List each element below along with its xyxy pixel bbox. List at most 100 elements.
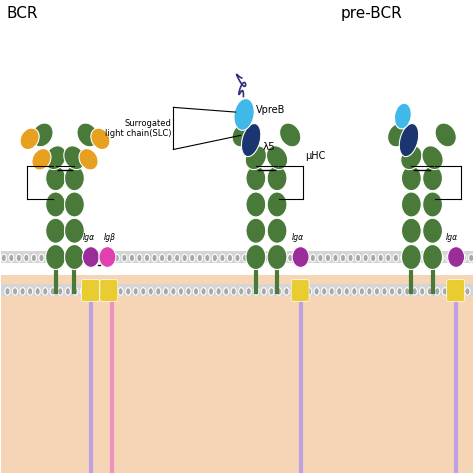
Ellipse shape xyxy=(114,254,119,262)
Ellipse shape xyxy=(246,192,266,217)
Ellipse shape xyxy=(321,288,327,295)
FancyBboxPatch shape xyxy=(82,280,100,301)
Ellipse shape xyxy=(80,288,85,295)
Ellipse shape xyxy=(46,192,65,217)
Ellipse shape xyxy=(325,254,330,262)
Ellipse shape xyxy=(401,146,422,170)
Ellipse shape xyxy=(269,288,274,295)
Ellipse shape xyxy=(64,192,84,217)
Text: λ5: λ5 xyxy=(263,142,276,152)
Ellipse shape xyxy=(273,254,278,262)
Ellipse shape xyxy=(46,218,65,243)
Text: VpreB: VpreB xyxy=(256,105,285,115)
Ellipse shape xyxy=(423,245,442,270)
Text: Igα: Igα xyxy=(292,233,304,242)
Ellipse shape xyxy=(408,254,413,262)
Ellipse shape xyxy=(318,254,323,262)
Ellipse shape xyxy=(193,288,199,295)
Bar xyxy=(1,284,473,296)
Ellipse shape xyxy=(292,246,309,267)
Ellipse shape xyxy=(295,254,301,262)
Ellipse shape xyxy=(148,288,154,295)
Ellipse shape xyxy=(178,288,183,295)
Ellipse shape xyxy=(246,166,266,191)
Ellipse shape xyxy=(399,124,419,156)
Ellipse shape xyxy=(280,254,285,262)
Ellipse shape xyxy=(390,288,395,295)
Ellipse shape xyxy=(288,254,293,262)
Bar xyxy=(1,251,473,263)
Ellipse shape xyxy=(197,254,202,262)
Ellipse shape xyxy=(238,288,244,295)
Ellipse shape xyxy=(450,288,455,295)
Ellipse shape xyxy=(442,288,447,295)
Ellipse shape xyxy=(171,288,176,295)
Ellipse shape xyxy=(401,166,421,191)
Ellipse shape xyxy=(99,246,116,267)
Ellipse shape xyxy=(32,148,51,170)
Ellipse shape xyxy=(69,254,74,262)
Ellipse shape xyxy=(241,124,261,156)
Ellipse shape xyxy=(359,288,365,295)
Ellipse shape xyxy=(228,254,233,262)
Text: Igβ: Igβ xyxy=(104,233,116,242)
Ellipse shape xyxy=(46,245,65,270)
Ellipse shape xyxy=(435,288,440,295)
Ellipse shape xyxy=(423,254,428,262)
Ellipse shape xyxy=(292,288,297,295)
Ellipse shape xyxy=(54,254,59,262)
Ellipse shape xyxy=(167,254,172,262)
Ellipse shape xyxy=(457,288,463,295)
Ellipse shape xyxy=(412,288,417,295)
Ellipse shape xyxy=(43,288,48,295)
Ellipse shape xyxy=(235,254,240,262)
Ellipse shape xyxy=(367,288,372,295)
Ellipse shape xyxy=(344,288,349,295)
Ellipse shape xyxy=(16,254,21,262)
FancyBboxPatch shape xyxy=(100,280,118,301)
Ellipse shape xyxy=(1,254,6,262)
FancyBboxPatch shape xyxy=(291,280,309,301)
Ellipse shape xyxy=(129,254,135,262)
Ellipse shape xyxy=(234,99,254,130)
Ellipse shape xyxy=(329,288,334,295)
Ellipse shape xyxy=(65,288,71,295)
Ellipse shape xyxy=(245,146,266,170)
Ellipse shape xyxy=(303,254,308,262)
Ellipse shape xyxy=(416,254,421,262)
Ellipse shape xyxy=(64,166,84,191)
Ellipse shape xyxy=(419,288,425,295)
Ellipse shape xyxy=(46,254,52,262)
Text: Igα: Igα xyxy=(82,233,95,242)
Ellipse shape xyxy=(465,288,470,295)
Ellipse shape xyxy=(159,254,164,262)
Ellipse shape xyxy=(103,288,108,295)
Ellipse shape xyxy=(64,218,84,243)
Ellipse shape xyxy=(276,288,282,295)
Ellipse shape xyxy=(133,288,138,295)
Ellipse shape xyxy=(73,288,78,295)
Text: Surrogated
light chain(SLC): Surrogated light chain(SLC) xyxy=(105,118,171,138)
Ellipse shape xyxy=(254,288,259,295)
Ellipse shape xyxy=(35,288,40,295)
Ellipse shape xyxy=(267,166,287,191)
Ellipse shape xyxy=(64,245,84,270)
Ellipse shape xyxy=(82,246,100,267)
Ellipse shape xyxy=(337,288,342,295)
Ellipse shape xyxy=(27,288,33,295)
Ellipse shape xyxy=(261,288,266,295)
Ellipse shape xyxy=(118,288,123,295)
Ellipse shape xyxy=(24,254,29,262)
Ellipse shape xyxy=(356,254,361,262)
Ellipse shape xyxy=(340,254,346,262)
Ellipse shape xyxy=(333,254,338,262)
Ellipse shape xyxy=(267,192,287,217)
Text: pre-BCR: pre-BCR xyxy=(341,6,402,21)
Ellipse shape xyxy=(50,288,55,295)
Ellipse shape xyxy=(126,288,131,295)
Ellipse shape xyxy=(76,254,82,262)
Ellipse shape xyxy=(461,254,466,262)
Ellipse shape xyxy=(205,254,210,262)
Ellipse shape xyxy=(250,254,255,262)
Ellipse shape xyxy=(163,288,168,295)
